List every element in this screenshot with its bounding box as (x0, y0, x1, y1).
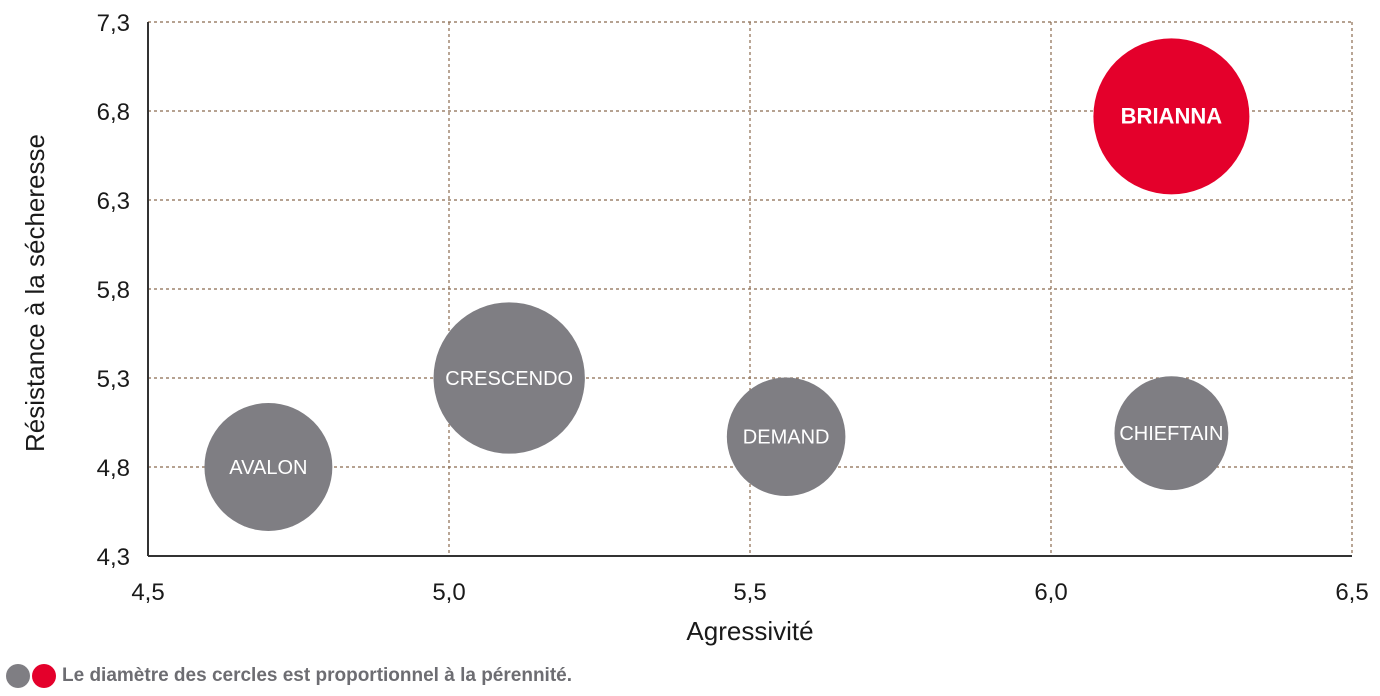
bubble-demand: DEMAND (726, 377, 846, 497)
x-tick-label: 4,5 (131, 579, 164, 606)
bubble-chart: AVALON CRESCENDO DEMAND CHIEFTAIN BRIANNA 4,… (20, 10, 1369, 646)
y-tick-label: 4,3 (97, 544, 130, 571)
bubble-label: CRESCENDO (445, 368, 573, 390)
x-tick-label: 5,5 (733, 579, 766, 606)
y-tick-label: 6,8 (97, 99, 130, 126)
bubble-label: CHIEFTAIN (1119, 423, 1223, 445)
axes (147, 22, 1352, 557)
y-axis-title: Résistance à la sécheresse (20, 134, 50, 452)
red-circle-icon (32, 664, 56, 688)
tick-labels: 4,5 5,0 5,5 6,0 6,5 7,3 6,8 6,3 5,8 5,3 4,8 4,3 (97, 10, 1369, 606)
bubble-chieftain: CHIEFTAIN (1114, 376, 1229, 491)
bubble-label: DEMAND (743, 427, 830, 449)
y-tick-label: 5,3 (97, 366, 130, 393)
bubble-crescendo: CRESCENDO (433, 302, 585, 454)
bubble-circle (433, 302, 585, 454)
y-tick-label: 5,8 (97, 277, 130, 304)
y-tick-label: 7,3 (97, 10, 130, 37)
x-axis-title: Agressivité (686, 616, 813, 646)
bubble-circle (726, 377, 846, 497)
bubble-circle (204, 403, 333, 531)
bubble-brianna: BRIANNA (1093, 38, 1250, 195)
bubbles: AVALON CRESCENDO DEMAND CHIEFTAIN BRIANNA (204, 38, 1250, 531)
x-tick-label: 6,5 (1335, 579, 1368, 606)
y-tick-label: 6,3 (97, 188, 130, 215)
bubble-circle (1093, 38, 1250, 195)
x-tick-label: 6,0 (1034, 579, 1067, 606)
grey-circle-icon (6, 664, 30, 688)
bubble-label: AVALON (229, 457, 307, 479)
bubble-circle (1114, 376, 1229, 491)
y-tick-label: 4,8 (97, 455, 130, 482)
bubble-avalon: AVALON (204, 403, 333, 531)
footnote: Le diamètre des cercles est proportionne… (6, 664, 572, 688)
footnote-text: Le diamètre des cercles est proportionne… (62, 665, 573, 686)
x-tick-label: 5,0 (432, 579, 465, 606)
bubble-label: BRIANNA (1121, 103, 1223, 128)
